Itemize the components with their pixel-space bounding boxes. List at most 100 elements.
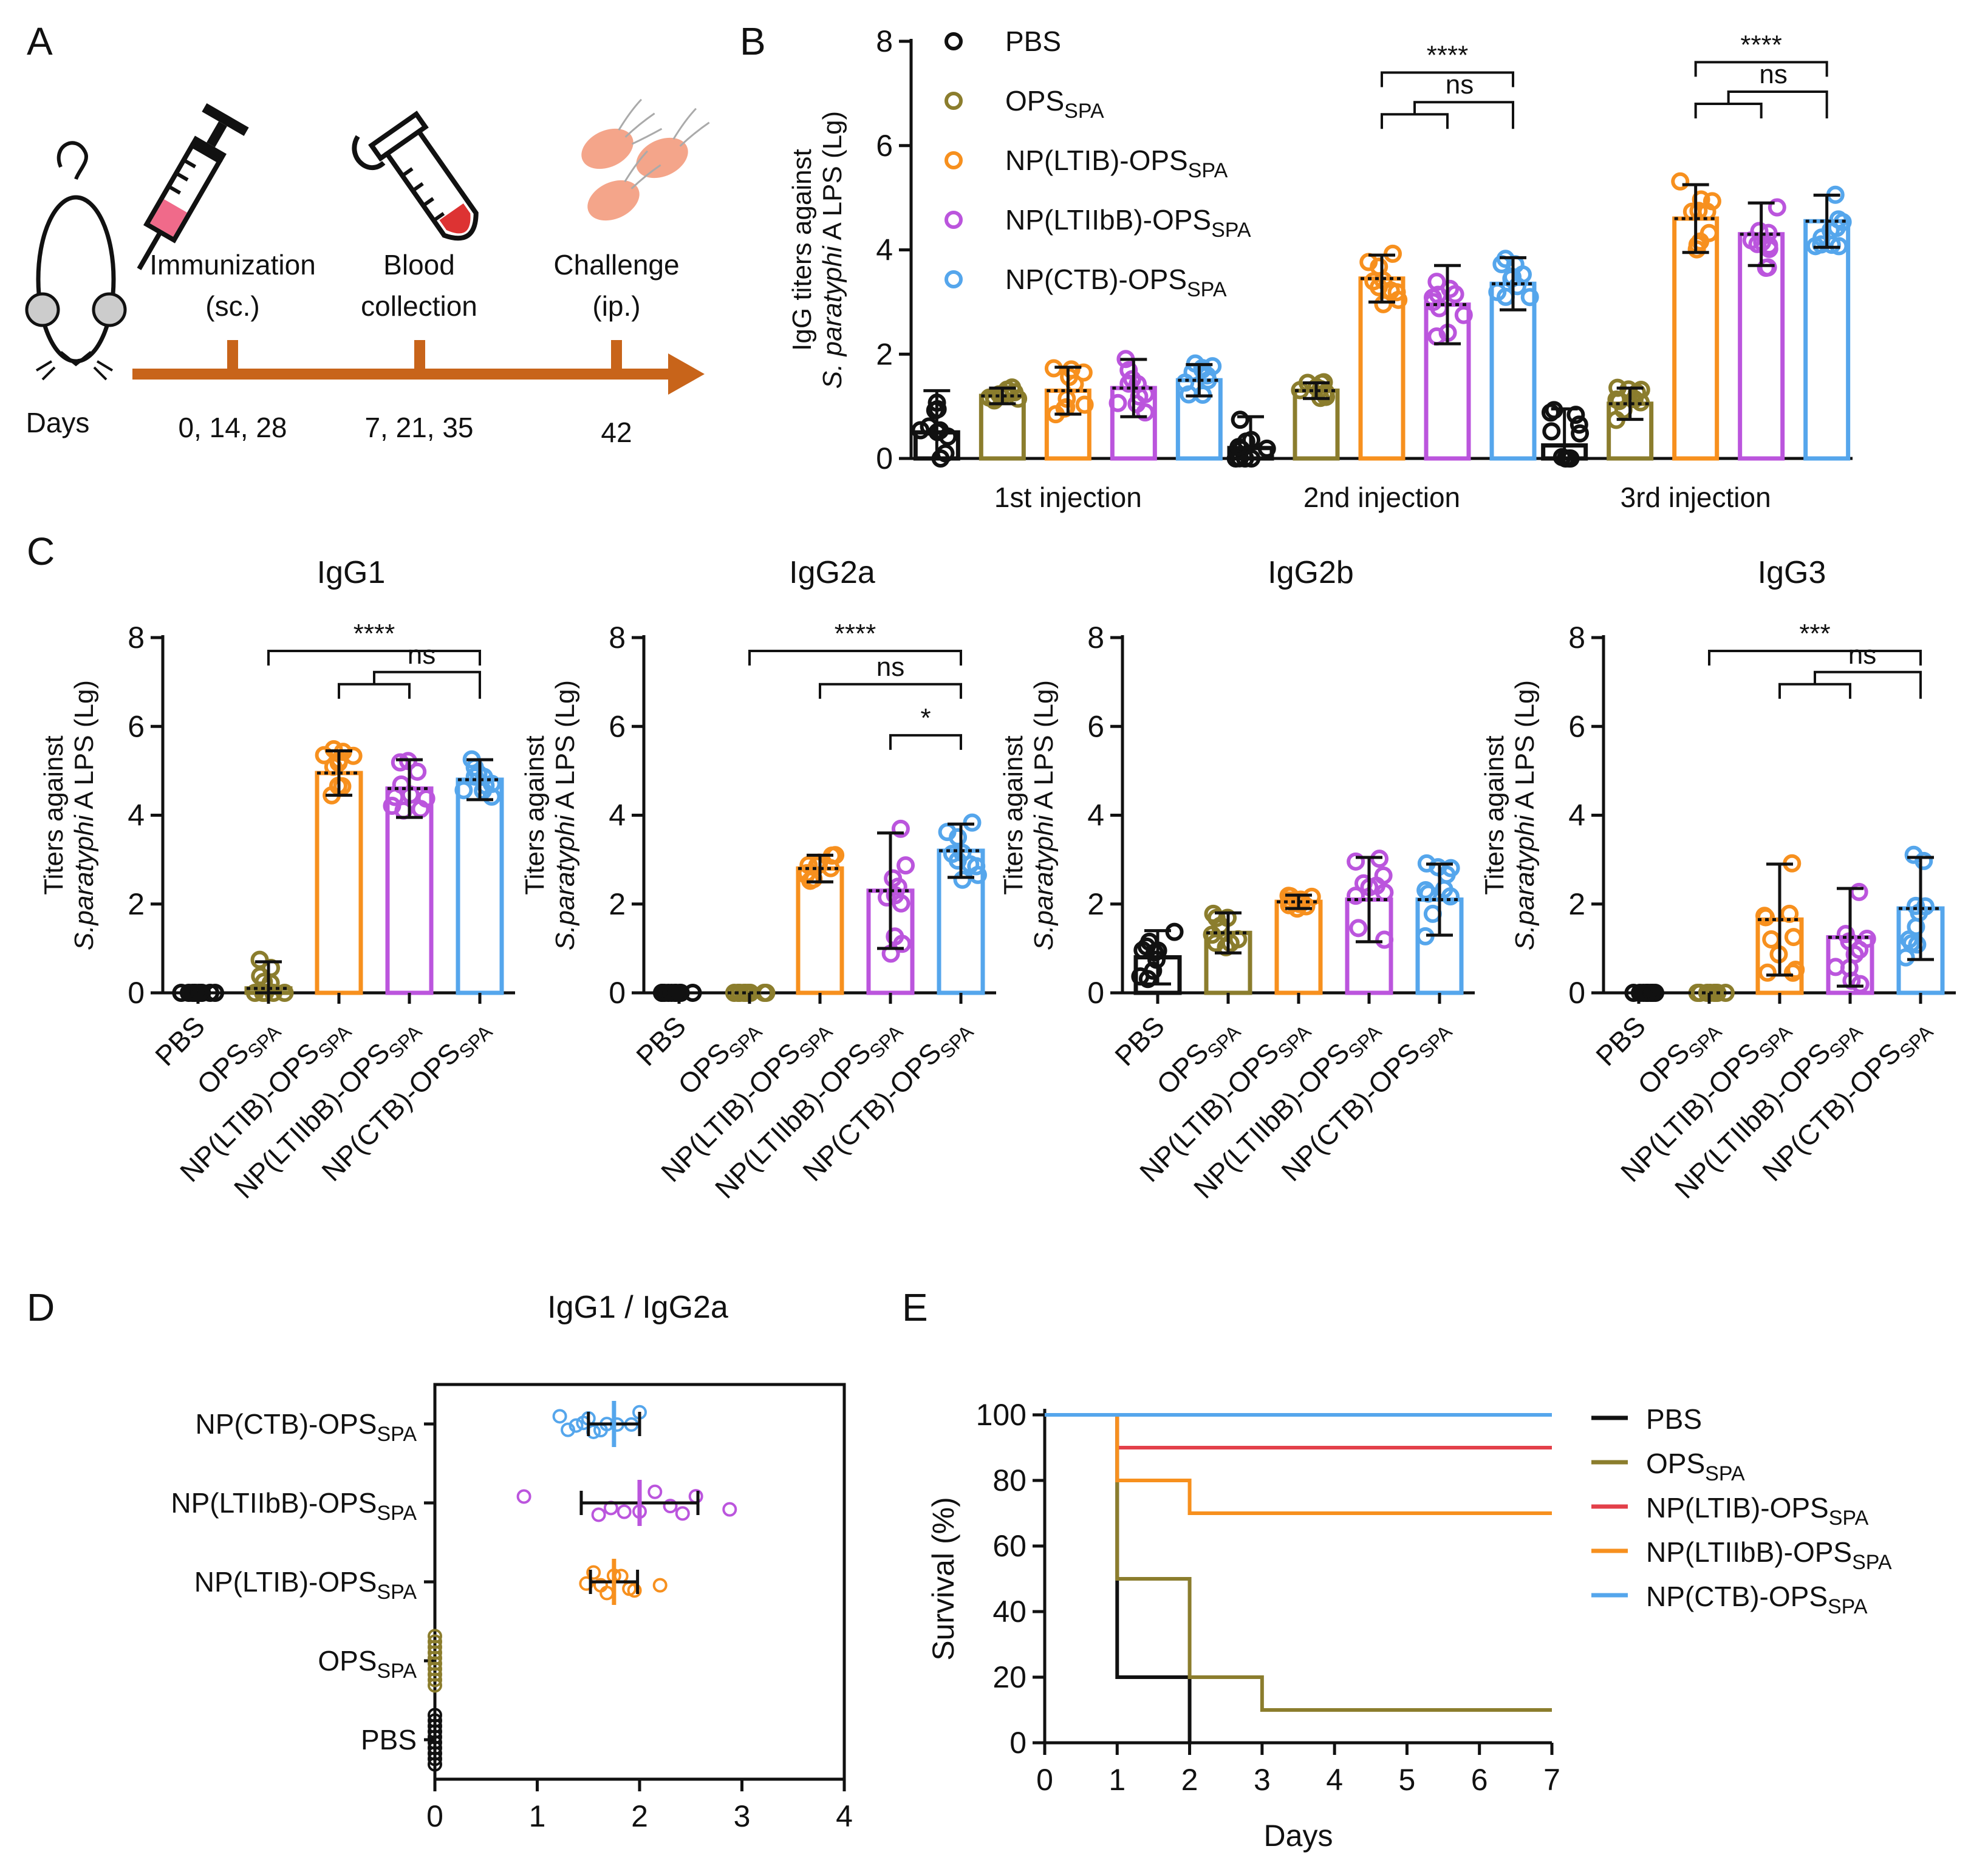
d-y-label-OPS: OPSSPA [318, 1645, 417, 1683]
b-3rd-injection-PBS-point [1542, 422, 1561, 441]
c-C2-LTIB-bar [796, 866, 844, 995]
c-C4-CTB-point [1916, 897, 1935, 916]
d-y-label-LTIB-main: NP(LTIB)-OPS [194, 1566, 377, 1598]
e-x-tick-label: 0 [1036, 1763, 1053, 1797]
C1-y-axis-title-italic: S.paratyphi [69, 814, 99, 950]
blood-tube-icon [352, 111, 479, 241]
C1-y-tick-label: 0 [128, 976, 145, 1010]
b-3rd-injection-CTB-bar [1803, 219, 1851, 461]
c-C2-LTIIbB-point [878, 888, 897, 907]
c-C2-LTIIbB-point [893, 935, 912, 953]
step-sublabel-immunization: (sc.) [205, 290, 259, 322]
B-y-tick-label: 4 [876, 233, 893, 267]
c-C1-LTIB-point [315, 746, 333, 765]
c-C3-LTIIbB-point [1374, 866, 1393, 885]
d-x-tick-label: 1 [529, 1799, 546, 1833]
C3-y-tick-label: 0 [1087, 976, 1104, 1010]
d-x-tick-label: 3 [734, 1799, 751, 1833]
b-3rd-injection-PBS-point [1570, 415, 1588, 434]
e-y-tick-label: 0 [1009, 1726, 1026, 1760]
panel-letter-d: D [27, 1286, 55, 1329]
b-legend-label-LTIB-subscript: SPA [1188, 159, 1228, 182]
d-x-tick-label: 0 [426, 1799, 443, 1833]
c-x-label-C1-PBS-main: PBS [149, 1010, 211, 1072]
b-3rd-injection-CTB-point [1812, 235, 1831, 254]
B-y-axis-title-line1: IgG titers against [787, 149, 817, 351]
bacteria-icon [581, 98, 710, 221]
d-y-label-LTIIbB-main: NP(LTIIbB)-OPS [171, 1487, 377, 1519]
step-sublabel-blood: collection [361, 290, 477, 322]
C2-y-tick-label: 8 [609, 621, 626, 655]
e-x-tick-label: 3 [1254, 1763, 1271, 1797]
C4-y-axis-title-line2: S.paratyphi A LPS (Lg) [1510, 680, 1540, 950]
C3-y-tick-label: 8 [1087, 621, 1104, 655]
B-y-axis-title-line2: S. paratyphi A LPS (Lg) [818, 111, 847, 389]
c-sig-C1-1-outer [373, 670, 481, 699]
c-x-label-C4-PBS-main: PBS [1590, 1010, 1652, 1072]
e-survival-line-LTIB_survival [1045, 1413, 1552, 1449]
c-x-label-C4-PBS: PBS [1590, 1010, 1652, 1072]
C4-y-tick-label: 2 [1568, 887, 1585, 921]
b-3rd-injection-LTIIbB-point [1758, 258, 1777, 277]
d-point-LTIIbB [675, 1506, 690, 1521]
e-survival-line-LTIB [1045, 1413, 1552, 1515]
c-C4-LTIIbB-point [1851, 975, 1870, 993]
mouse-icon [25, 141, 127, 381]
d-y-label-OPS-main: OPS [318, 1645, 377, 1677]
d-y-label-LTIB-subscript: SPA [377, 1581, 417, 1604]
e-legend-label-LTIB: NP(LTIIbB)-OPSSPA [1646, 1536, 1892, 1574]
step-label-immunization: Immunization [149, 249, 316, 281]
b-3rd-injection-PBS-point [1571, 424, 1590, 443]
b-sig-1-outer [1413, 101, 1514, 129]
b-legend-label-LTIIbB-subscript: SPA [1211, 219, 1251, 242]
b-legend-label-LTIIbB-main: NP(LTIIbB)-OPS [1005, 204, 1211, 236]
C4-y-axis-title-italic: S.paratyphi [1510, 814, 1540, 950]
b-legend-label-OPS-subscript: SPA [1064, 100, 1104, 123]
c-sig-C1-1-label: ns [408, 640, 436, 670]
C2-y-tick-label: 0 [609, 976, 626, 1010]
c-C3-LTIB-point [1291, 890, 1310, 909]
c-C4-LTIB-point [1784, 928, 1803, 947]
C2-y-axis-title-italic: S.paratyphi [550, 814, 580, 950]
d-point-CTB [552, 1409, 567, 1424]
C2-y-tick-label: 2 [609, 887, 626, 921]
b-sig-3-label: ns [1759, 60, 1787, 89]
d-point-OPS [428, 1678, 442, 1693]
panel-b-chart: B 0 2 4 6 8 IgG titers against S. paratyphi A L… [740, 19, 1853, 513]
e-legend-label-LTIB_survival: NP(LTIB)-OPSSPA [1646, 1492, 1869, 1530]
e-legend-label-CTB: NP(CTB)-OPSSPA [1646, 1581, 1868, 1618]
e-legend-label-OPS: OPSSPA [1646, 1448, 1745, 1485]
b-sig-2-label: **** [1740, 30, 1782, 60]
d-point-LTIIbB [617, 1504, 632, 1519]
c-sig-C4-0-line [1708, 649, 1922, 666]
C3-y-axis-title-line2: S.paratyphi A LPS (Lg) [1029, 680, 1059, 950]
c-C4-LTIIbB-point [1826, 958, 1845, 976]
b-sig-3-inner [1694, 103, 1763, 119]
c-C4-LTIIbB-point [1850, 882, 1868, 901]
c-C3-OPS-point [1221, 934, 1240, 953]
e-x-tick-label: 5 [1399, 1763, 1416, 1797]
b-1st-injection-LTIIbB-point [1108, 393, 1127, 412]
b-legend-label-CTB-subscript: SPA [1187, 278, 1227, 301]
c-C2-CTB-point [938, 823, 957, 842]
e-y-tick-label: 20 [992, 1660, 1026, 1694]
C2-y-axis-title-line1: Titers against [520, 735, 550, 894]
c-C4-LTIB-point [1758, 963, 1777, 982]
c-C2-LTIIbB-point [884, 869, 903, 888]
d-y-label-CTB-main: NP(CTB)-OPS [195, 1408, 377, 1440]
B-y-tick-label: 2 [876, 337, 893, 371]
c-C1-CTB-point [454, 781, 473, 800]
B-y-tick-label: 6 [876, 129, 893, 163]
c-sig-C4-1-label: ns [1848, 640, 1876, 670]
d-point-PBS [428, 1757, 442, 1772]
c-sig-C4-1-inner [1778, 683, 1851, 699]
b-1st-injection-LTIIbB-point [1127, 395, 1146, 414]
d-point-OPS [428, 1672, 442, 1688]
d-y-label-LTIIbB: NP(LTIIbB)-OPSSPA [171, 1487, 417, 1525]
c-sig-C2-2-line [889, 734, 962, 750]
b-legend-marker-PBS [944, 32, 963, 50]
c-C3-PBS-point [1144, 961, 1163, 980]
panel-letter-e: E [902, 1286, 928, 1329]
e-x-tick-label: 6 [1471, 1763, 1488, 1797]
c-C1-LTIB-point [333, 777, 352, 795]
